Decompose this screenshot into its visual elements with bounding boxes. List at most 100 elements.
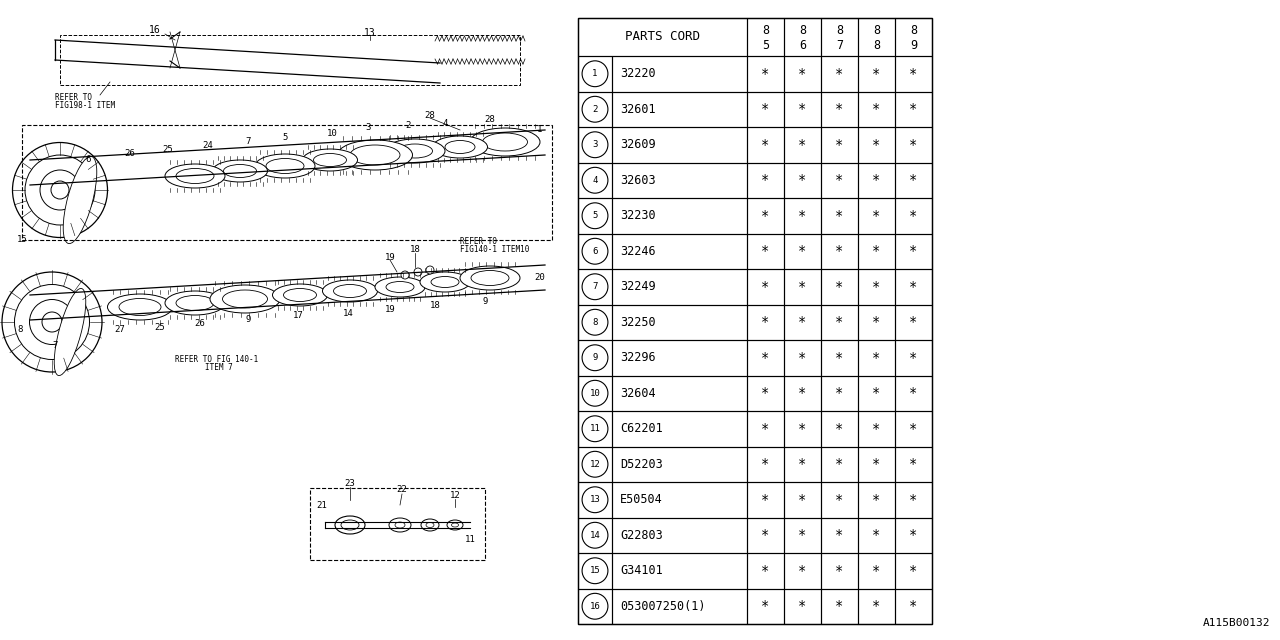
Ellipse shape [483,133,527,151]
Bar [748,518,783,553]
Text: REFER TO: REFER TO [460,237,497,246]
Bar [748,92,783,127]
Bar [895,305,932,340]
Bar [820,482,858,518]
Bar [612,340,748,376]
Text: *: * [872,564,881,578]
Ellipse shape [421,519,439,531]
Bar [895,589,932,624]
Bar [748,163,783,198]
Text: *: * [872,138,881,152]
Ellipse shape [401,271,410,279]
Text: 16: 16 [150,25,161,35]
Text: *: * [872,102,881,116]
Text: G22803: G22803 [620,529,663,541]
Text: *: * [762,244,769,259]
Text: *: * [872,387,881,400]
Bar [820,589,858,624]
Text: 27: 27 [115,326,125,335]
Text: 28: 28 [485,115,495,125]
Bar [579,269,612,305]
Bar [612,589,748,624]
Bar [783,447,820,482]
Ellipse shape [212,160,268,182]
Text: *: * [762,280,769,294]
Text: *: * [799,599,806,613]
Ellipse shape [420,272,470,292]
Circle shape [582,97,608,122]
Text: *: * [836,244,844,259]
Text: 26: 26 [195,319,205,328]
Bar [783,553,820,589]
Bar [579,305,612,340]
Text: *: * [799,173,806,188]
Bar [579,411,612,447]
Bar [22,125,552,240]
Bar [783,92,820,127]
Text: 15: 15 [17,236,27,244]
Circle shape [582,309,608,335]
Text: *: * [799,528,806,542]
Circle shape [582,238,608,264]
Bar [895,18,932,56]
Bar [858,376,895,411]
Text: *: * [799,280,806,294]
Bar [579,482,612,518]
Ellipse shape [426,266,434,274]
Text: *: * [909,599,918,613]
Text: 17: 17 [293,310,303,319]
Text: *: * [836,422,844,436]
Circle shape [582,274,608,300]
Text: 5: 5 [283,132,288,141]
Text: *: * [909,138,918,152]
Ellipse shape [14,285,90,360]
Bar [858,163,895,198]
Bar [895,411,932,447]
Text: *: * [909,387,918,400]
Bar [858,589,895,624]
Text: *: * [836,351,844,365]
Bar [820,305,858,340]
Bar [858,305,895,340]
Text: 20: 20 [535,273,545,282]
Text: *: * [872,528,881,542]
Bar [579,127,612,163]
Bar [579,376,612,411]
Bar [748,482,783,518]
Text: *: * [762,209,769,223]
Text: 12: 12 [449,490,461,499]
Bar [858,269,895,305]
Circle shape [582,487,608,513]
Bar [612,305,748,340]
Circle shape [582,451,608,477]
Ellipse shape [431,276,460,287]
Bar [612,92,748,127]
Bar [820,163,858,198]
Bar [783,305,820,340]
Ellipse shape [177,168,214,184]
Bar [579,18,748,56]
Text: *: * [762,316,769,329]
Ellipse shape [387,282,413,292]
Bar [895,553,932,589]
Bar [858,340,895,376]
Bar [579,447,612,482]
Bar [820,127,858,163]
Circle shape [582,132,608,157]
Bar [858,482,895,518]
Text: FIG198-1 ITEM: FIG198-1 ITEM [55,102,115,111]
Text: *: * [909,493,918,507]
Text: *: * [909,102,918,116]
Text: *: * [909,67,918,81]
Text: 18: 18 [430,301,440,310]
Text: 14: 14 [590,531,600,540]
Text: *: * [799,102,806,116]
Text: 19: 19 [384,253,396,262]
Bar [820,376,858,411]
Text: 12: 12 [590,460,600,468]
Text: 6: 6 [799,39,806,52]
Text: *: * [836,528,844,542]
Ellipse shape [471,271,509,285]
Text: 32246: 32246 [620,244,655,258]
Bar [783,340,820,376]
